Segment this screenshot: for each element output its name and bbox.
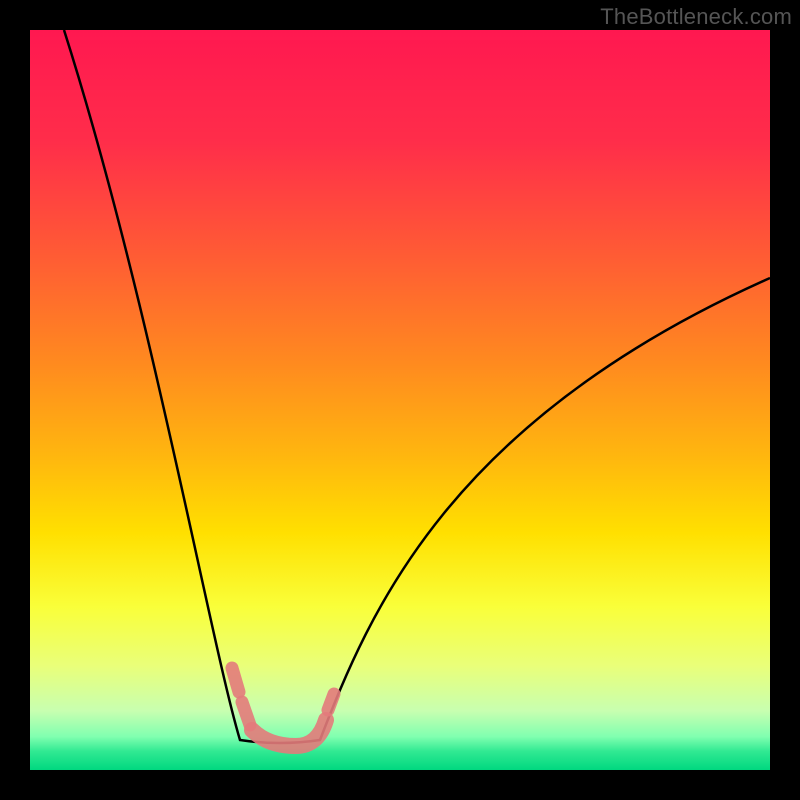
pink-trace-segment (328, 694, 334, 710)
pink-trace-segment (232, 668, 239, 692)
stage: TheBottleneck.com (0, 0, 800, 800)
watermark-text: TheBottleneck.com (600, 4, 792, 30)
pink-trace-segment (242, 702, 250, 725)
gradient-panel (30, 30, 770, 770)
chart-svg (0, 0, 800, 800)
